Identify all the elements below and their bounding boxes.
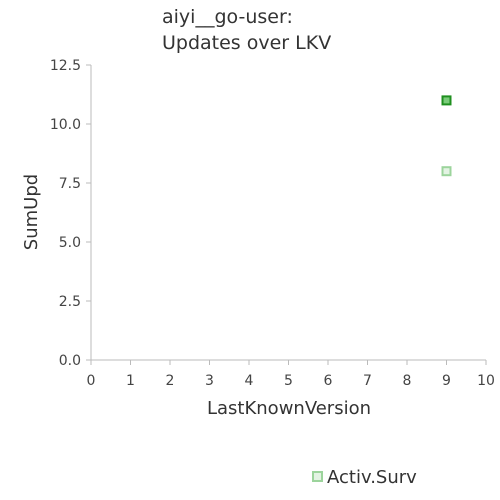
y-tick-label: 10.0 [50,117,81,133]
x-tick-label: 6 [324,373,333,389]
y-tick-label: 2.5 [59,294,81,310]
x-tick-label: 7 [363,373,372,389]
legend-swatch [312,471,323,482]
chart-title-line-2: Updates over LKV [162,32,331,54]
x-tick-label: 8 [403,373,412,389]
legend-label: Activ.Surv [327,467,417,488]
data-points [441,95,452,177]
ticks: 0 1 2 3 4 5 6 7 8 9 10 0.0 2.5 5.0 7.5 10.0 12.5 [50,58,495,389]
x-axis-label: LastKnownVersion [207,398,371,419]
legend: Activ.Surv [312,467,417,488]
chart-title-line-1: aiyi__go-user: [162,6,293,28]
x-tick-label: 2 [166,373,175,389]
y-axis-label: SumUpd [21,174,42,250]
y-tick-label: 5.0 [59,235,81,251]
y-tick-label: 7.5 [59,176,81,192]
x-tick-label: 5 [284,373,293,389]
x-tick-label: 10 [477,373,495,389]
y-tick-label: 12.5 [50,58,81,74]
x-tick-label: 9 [442,373,451,389]
x-tick-label: 0 [87,373,96,389]
data-point [441,95,452,106]
x-tick-label: 3 [205,373,214,389]
data-point [441,166,452,177]
axes [90,65,486,361]
x-tick-label: 1 [126,373,135,389]
x-tick-label: 4 [245,373,254,389]
y-tick-label: 0.0 [59,353,81,369]
chart-title: aiyi__go-user: Updates over LKV [162,6,331,54]
